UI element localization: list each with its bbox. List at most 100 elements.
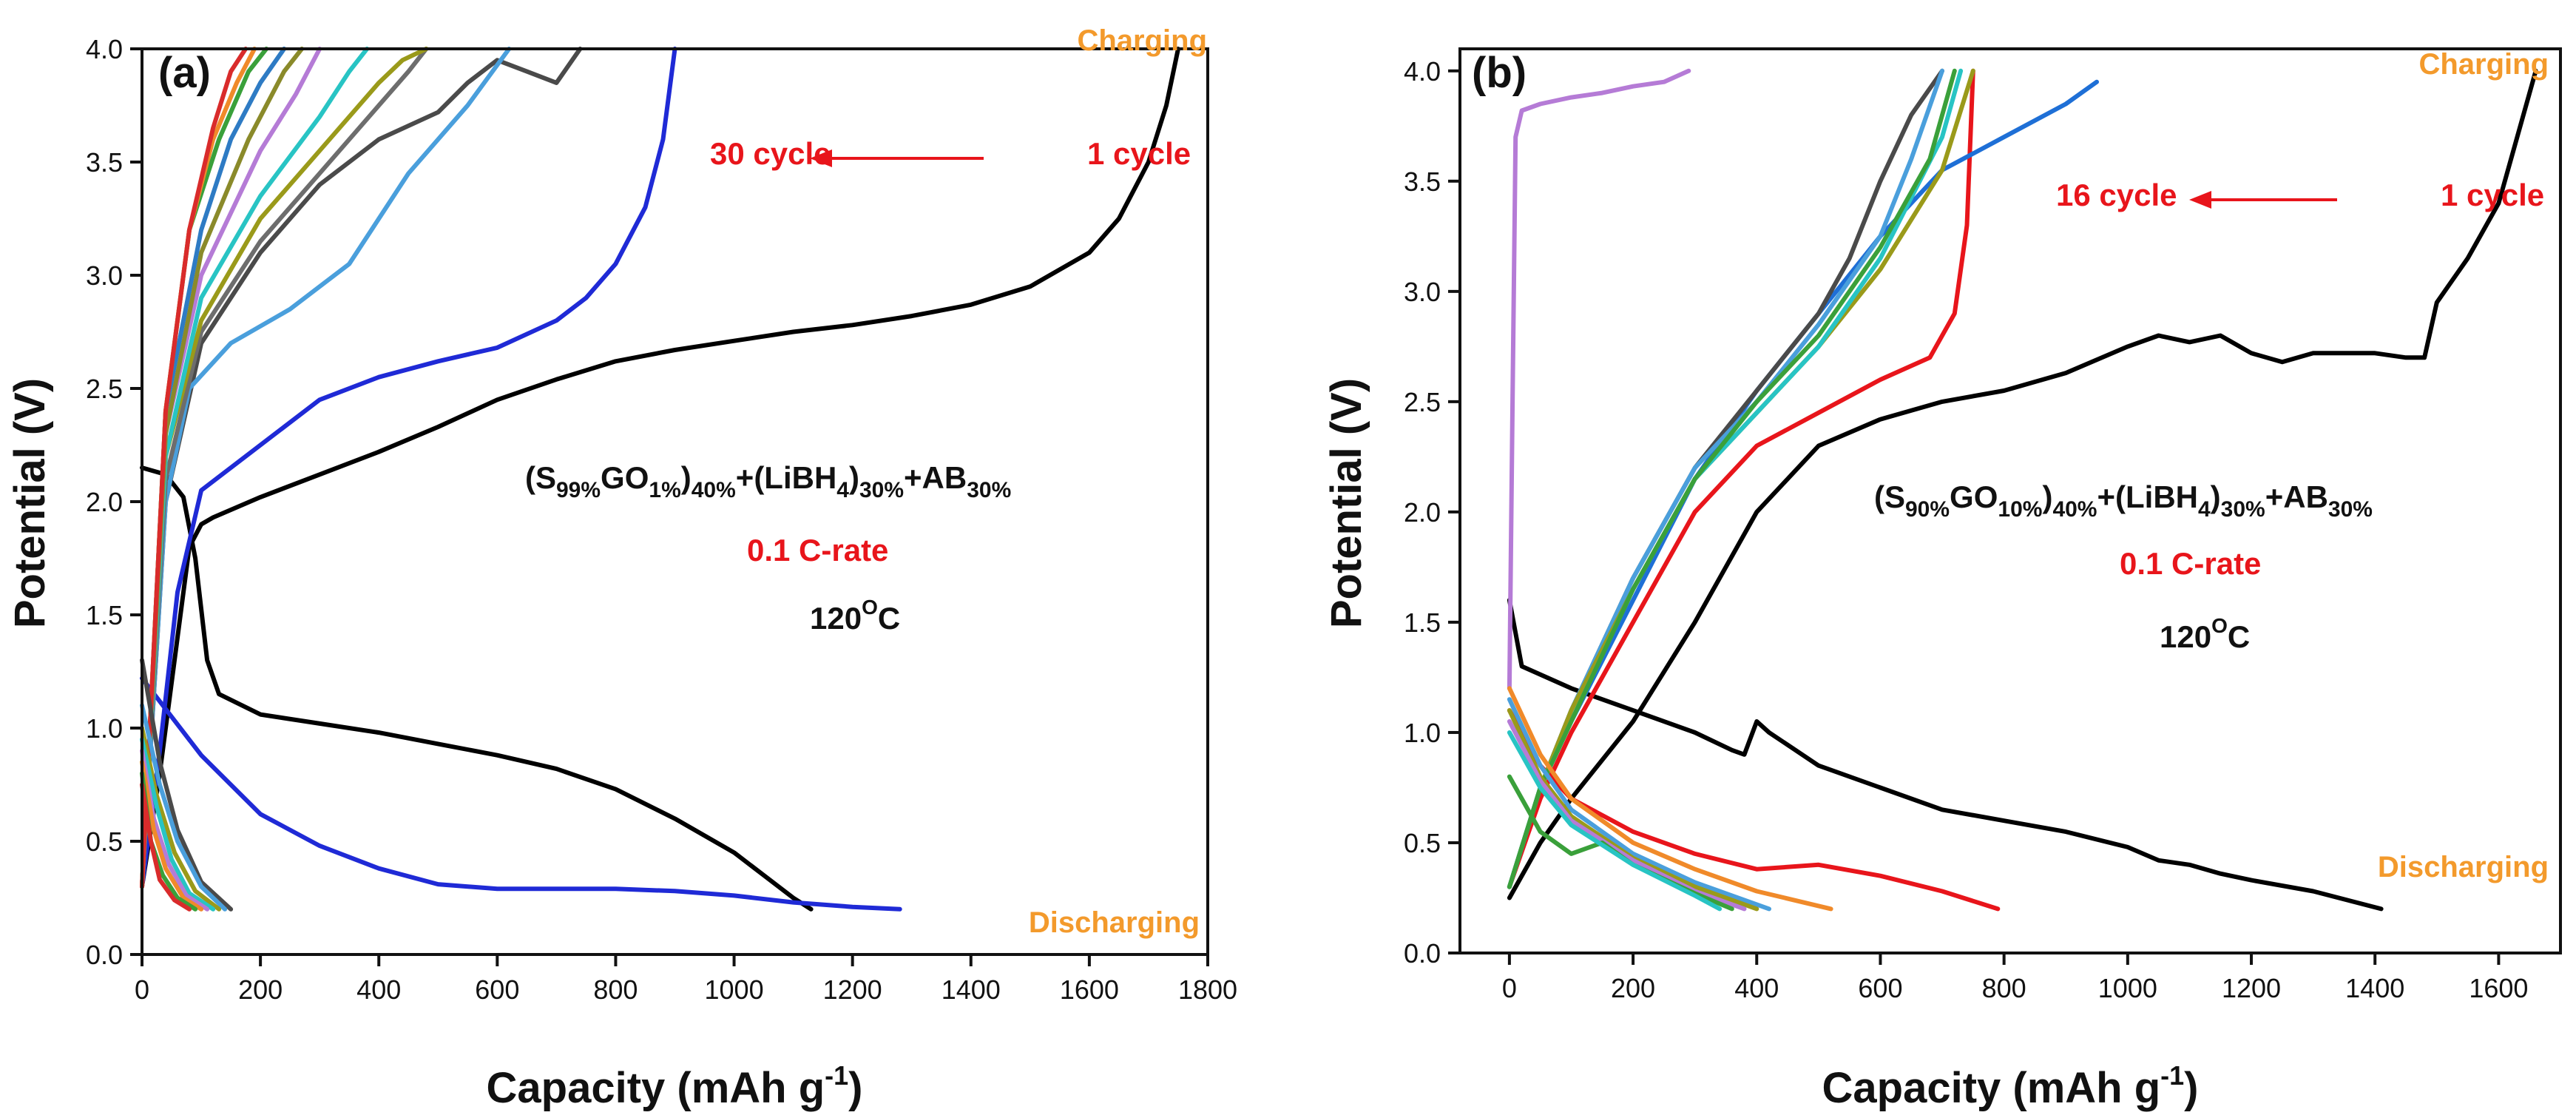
panel-b-series-3 <box>1507 68 1691 691</box>
panel-a-series-2 <box>140 465 814 912</box>
panel-b-xtick-label-3: 600 <box>1858 973 1902 1003</box>
panel-a-ytick-label-2: 1.0 <box>86 713 123 744</box>
panel-a-cycle-from-label: 1 cycle <box>1087 136 1191 171</box>
panel-b-f-li-close: ) <box>2211 479 2221 514</box>
panel-a-ytick-label-1: 0.5 <box>86 826 123 857</box>
panel-a-f-s-sub: 99% <box>556 478 601 502</box>
panel-a-xtick-label-5: 1000 <box>705 974 764 1005</box>
panel-a-f-li: +(LiBH <box>736 460 837 495</box>
panel-a-cycle-arrow <box>810 149 984 167</box>
panel-b-xtick-label-2: 400 <box>1734 973 1779 1003</box>
panel-b-ylabel: Potential (V) <box>1322 378 1370 628</box>
panel-a-series-19 <box>140 737 216 912</box>
panel-b-ytick-label-1: 0.5 <box>1404 828 1441 858</box>
panel-b-series-17 <box>1507 730 1723 912</box>
panel-a-xtick-label-3: 600 <box>475 974 519 1005</box>
panel-b-ytick-label-7: 3.5 <box>1404 166 1441 197</box>
panel-b-plot-frame <box>1458 47 2562 954</box>
panel-a-series-1 <box>140 47 1180 889</box>
panel-b-series-13 <box>1507 697 1771 912</box>
panel-a-f-30b: 30% <box>967 478 1011 502</box>
panel-a-f-40: 40% <box>692 478 736 502</box>
panel-a-xlabel-main: Capacity (mAh g <box>487 1064 825 1112</box>
panel-b-ytick-label-6: 3.0 <box>1404 277 1441 307</box>
panel-b-f-s-sub: 90% <box>1905 497 1950 522</box>
panel-a-series-7 <box>140 47 429 889</box>
panel-b-xtick-label-4: 800 <box>1982 973 2026 1003</box>
panel-a-temp: 120OC <box>810 596 900 636</box>
panel-b-xtick-label-7: 1400 <box>2345 973 2404 1003</box>
panel-b-ytick-label-2: 1.0 <box>1404 718 1441 748</box>
panel-b-xlabel: Capacity (mAh g-1) <box>1822 1060 2199 1112</box>
panel-a-xtick-label-2: 400 <box>356 974 401 1005</box>
panel-b-xtick-label-0: 0 <box>1502 973 1517 1003</box>
panel-b-xtick-label-1: 200 <box>1611 973 1655 1003</box>
panel-a-xlabel-close: ) <box>848 1064 862 1112</box>
panel-b-series-2 <box>1507 598 2384 912</box>
panel-a-f-go-sub: 1% <box>649 478 680 502</box>
panel-b-series-11 <box>1507 68 1957 889</box>
panel-a-series-23 <box>140 782 192 912</box>
panel-a-f-4: 4 <box>836 478 849 502</box>
panel-a-arrow-head <box>810 149 832 167</box>
panel-b-xlabel-sup: -1 <box>2160 1060 2184 1091</box>
panel-b-arrow-head <box>2189 191 2211 209</box>
panel-a-ytick-label-8: 4.0 <box>86 34 123 64</box>
panel-b-f-4: 4 <box>2198 497 2211 522</box>
panel-a-ylabel: Potential (V) <box>6 378 54 628</box>
panel-a: 0 200 400 600 800 1000 1200 1400 1600 1800 0.0 0.5 1… <box>6 24 1237 1112</box>
panel-b-temp-deg: O <box>2211 614 2228 637</box>
panel-a-xtick-label-0: 0 <box>135 974 149 1005</box>
panel-b-f-ab: +AB <box>2265 479 2328 514</box>
panel-a-ytick-label-5: 2.5 <box>86 374 123 404</box>
panel-a-f-li-close: ) <box>849 460 859 495</box>
panel-a-xtick-label-6: 1200 <box>823 974 882 1005</box>
panel-b-f-go: GO <box>1950 479 1998 514</box>
panel-a-series-4 <box>140 676 902 912</box>
panel-b-ytick-label-0: 0.0 <box>1404 938 1441 969</box>
panel-b-f-30a: 30% <box>2221 497 2265 522</box>
panel-a-ytick-label-6: 3.0 <box>86 260 123 291</box>
panel-a-ytick-label-4: 2.0 <box>86 487 123 517</box>
panel-a-crate: 0.1 C-rate <box>747 533 888 568</box>
panel-b-series-15 <box>1507 719 1747 912</box>
panel-a-xlabel: Capacity (mAh g-1) <box>487 1060 863 1112</box>
panel-b-cycle-to-label: 16 cycle <box>2056 178 2177 212</box>
panel-b-temp-value: 120 <box>2160 619 2211 654</box>
panel-a-temp-unit: C <box>878 601 900 636</box>
panel-b-cycle-arrow <box>2189 191 2337 209</box>
panel-a-series-18 <box>140 726 222 912</box>
panel-a-series-8 <box>140 47 429 889</box>
panel-b-temp-unit: C <box>2228 619 2250 654</box>
panel-b-f-30b: 30% <box>2328 497 2373 522</box>
panel-a-charging-label: Charging <box>1077 24 1207 57</box>
panel-b-ytick-label-4: 2.0 <box>1404 497 1441 528</box>
panel-b-label: (b) <box>1472 49 1527 97</box>
panel-b-series-1 <box>1507 68 2538 900</box>
panel-b-discharging-label: Discharging <box>2378 851 2549 883</box>
panel-a-f-30a: 30% <box>859 478 904 502</box>
panel-b-ticks: 0 200 400 600 800 1000 1200 1400 1600 0.0 0.5 1.0 1.… <box>1404 56 2528 1003</box>
panel-a-cycle-to-label: 30 cycle <box>710 136 831 171</box>
panel-a-ytick-label-7: 3.5 <box>86 147 123 178</box>
panel-a-series-21 <box>140 759 204 912</box>
panel-a-discharging-label: Discharging <box>1029 906 1200 939</box>
panel-b-xtick-label-5: 1000 <box>2098 973 2157 1003</box>
panel-a-ytick-label-3: 1.5 <box>86 600 123 630</box>
panel-b-formula: (S90%GO10%)40%+(LiBH4)30%+AB30% <box>1874 479 2373 522</box>
panel-b-crate: 0.1 C-rate <box>2120 546 2261 581</box>
panel-b-f-40: 40% <box>2052 497 2097 522</box>
panel-a-series-17 <box>140 703 228 912</box>
panel-a-xtick-label-8: 1600 <box>1060 974 1119 1005</box>
panel-b-xtick-label-8: 1600 <box>2469 973 2528 1003</box>
panel-b-series-5 <box>1507 708 2001 912</box>
panel-b-xtick-label-6: 1200 <box>2222 973 2281 1003</box>
panel-b: 0 200 400 600 800 1000 1200 1400 1600 0.0 0.5 1.0 1.… <box>1322 47 2562 1112</box>
panel-a-temp-deg: O <box>862 596 878 619</box>
panel-b-charging-label: Charging <box>2418 48 2549 81</box>
panel-b-ytick-label-8: 4.0 <box>1404 56 1441 87</box>
panel-b-temp: 120OC <box>2160 614 2250 654</box>
panel-a-xtick-label-7: 1400 <box>942 974 1001 1005</box>
panel-b-series-14 <box>1507 708 1759 912</box>
